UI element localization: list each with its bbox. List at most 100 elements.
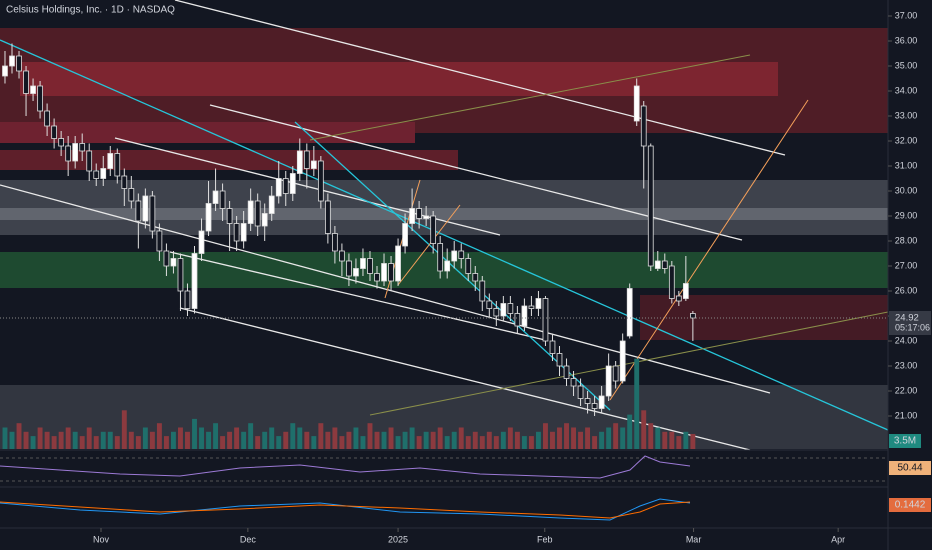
candle-body xyxy=(170,258,177,267)
candle-body xyxy=(325,200,331,234)
volume-bar xyxy=(241,431,247,449)
candle-body xyxy=(163,250,170,267)
volume-bar xyxy=(325,431,331,449)
x-tick-label: Nov xyxy=(93,534,110,544)
candle-body xyxy=(682,283,689,299)
volume-bar xyxy=(641,410,647,449)
volume-bar xyxy=(451,431,457,449)
candle-body xyxy=(30,85,36,94)
volume-bar xyxy=(2,427,8,449)
candle-body xyxy=(556,353,563,367)
candle-body xyxy=(542,298,549,342)
y-tick-label: 29.00 xyxy=(895,210,918,220)
candle-body xyxy=(584,398,591,404)
volume-bar xyxy=(206,431,211,449)
candle-body xyxy=(444,260,451,272)
candle-body xyxy=(121,175,128,189)
macd-line xyxy=(0,498,691,521)
volume-bar xyxy=(402,431,408,449)
candle-body xyxy=(647,145,654,267)
volume-bar xyxy=(690,433,696,449)
volume-bar xyxy=(493,436,499,449)
macd-label: 0.1442 xyxy=(895,500,926,511)
candle-body xyxy=(93,170,100,179)
candle-body xyxy=(339,250,345,262)
x-tick-label: Mar xyxy=(686,534,702,544)
volume-bar xyxy=(297,427,303,449)
volume-bar xyxy=(472,431,478,449)
volume-bar xyxy=(121,410,127,449)
macd-pane: 0.1442 xyxy=(0,498,931,521)
candle-body xyxy=(591,403,598,409)
volume-bar xyxy=(444,436,450,449)
volume-bar xyxy=(430,431,436,449)
volume-bar xyxy=(683,431,689,449)
candle-body xyxy=(654,260,661,269)
volume-bar xyxy=(30,436,36,449)
candle-body xyxy=(661,260,668,269)
volume-bar xyxy=(304,431,310,449)
volume-bar xyxy=(234,427,240,449)
volume-bar xyxy=(93,436,99,449)
volume-bar xyxy=(557,427,562,449)
candle-body xyxy=(668,265,675,299)
volume-label: 3.5M xyxy=(894,436,916,447)
volume-bar xyxy=(409,427,415,449)
volume-bar xyxy=(620,427,626,449)
candle-body xyxy=(346,260,352,277)
candle-body xyxy=(626,288,633,337)
volume-bar xyxy=(634,358,640,449)
candle-body xyxy=(247,200,254,224)
candle-body xyxy=(598,395,605,409)
volume-bar xyxy=(37,427,43,449)
channel-line xyxy=(0,39,889,431)
candle-body xyxy=(226,208,233,224)
volume-bar xyxy=(550,431,555,449)
candle-body xyxy=(184,290,191,309)
volume-bar xyxy=(662,431,668,449)
fib-line xyxy=(309,54,751,141)
volume-bar xyxy=(648,423,654,449)
volume-bar xyxy=(58,431,64,449)
candle-body xyxy=(100,168,107,179)
symbol-title: Celsius Holdings, Inc. · 1D · NASDAQ xyxy=(6,5,175,16)
volume-bar xyxy=(255,436,261,449)
volume-bar xyxy=(346,431,352,449)
volume-bar xyxy=(578,431,584,449)
candle-body xyxy=(437,243,444,272)
y-tick-label: 37.00 xyxy=(895,10,918,20)
candle-body xyxy=(72,143,79,162)
volume-bar xyxy=(149,431,155,449)
volume-bar xyxy=(486,431,492,449)
volume-bar xyxy=(339,436,345,449)
resistance-zone xyxy=(640,295,888,340)
y-tick-label: 26.00 xyxy=(895,285,918,295)
volume-bar xyxy=(107,431,113,449)
volume-bar xyxy=(395,436,401,449)
volume-bar xyxy=(16,423,22,449)
volume-bar xyxy=(514,431,520,449)
candle-body xyxy=(58,138,64,147)
candle-body xyxy=(507,303,514,314)
volume-bar xyxy=(156,423,162,449)
candle-body xyxy=(633,85,640,122)
candle-body xyxy=(268,195,275,214)
trend-line xyxy=(174,0,786,156)
candle-body xyxy=(149,195,156,232)
candle-body xyxy=(332,233,338,252)
y-tick-label: 32.00 xyxy=(895,135,918,145)
candle-body xyxy=(275,178,282,197)
volume-bar xyxy=(353,427,359,449)
candle-body xyxy=(409,208,415,224)
volume-bar xyxy=(114,436,120,449)
candle-body xyxy=(23,70,29,94)
candle-body xyxy=(619,340,626,382)
volume-bar xyxy=(65,427,71,449)
volume-bar xyxy=(507,427,513,449)
volume-bar xyxy=(367,423,373,449)
volume-bar xyxy=(100,431,106,449)
candle-body xyxy=(612,365,619,382)
candle-body xyxy=(310,160,317,169)
candle-body xyxy=(500,303,507,317)
candle-body xyxy=(317,160,324,202)
